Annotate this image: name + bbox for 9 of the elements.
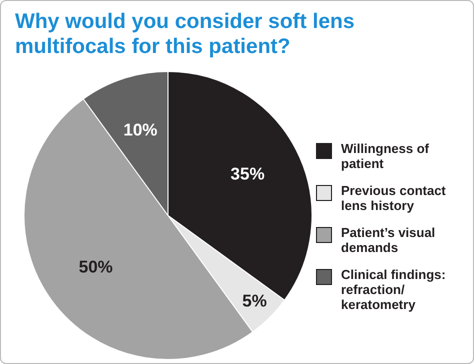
legend-label: Previous contact lens history (341, 183, 447, 213)
data-label: 50% (78, 258, 113, 277)
legend-label: Patient’s visual demands (341, 225, 436, 255)
data-label: 5% (242, 292, 267, 311)
legend-label: Willingness of patient (341, 141, 430, 171)
legend-label: Clinical findings: refraction/ keratometry (341, 267, 447, 312)
data-label: 35% (230, 164, 265, 184)
chart-title: Why would you consider soft lens multifocals for this patient? (15, 9, 356, 59)
data-label: 10% (123, 120, 158, 140)
